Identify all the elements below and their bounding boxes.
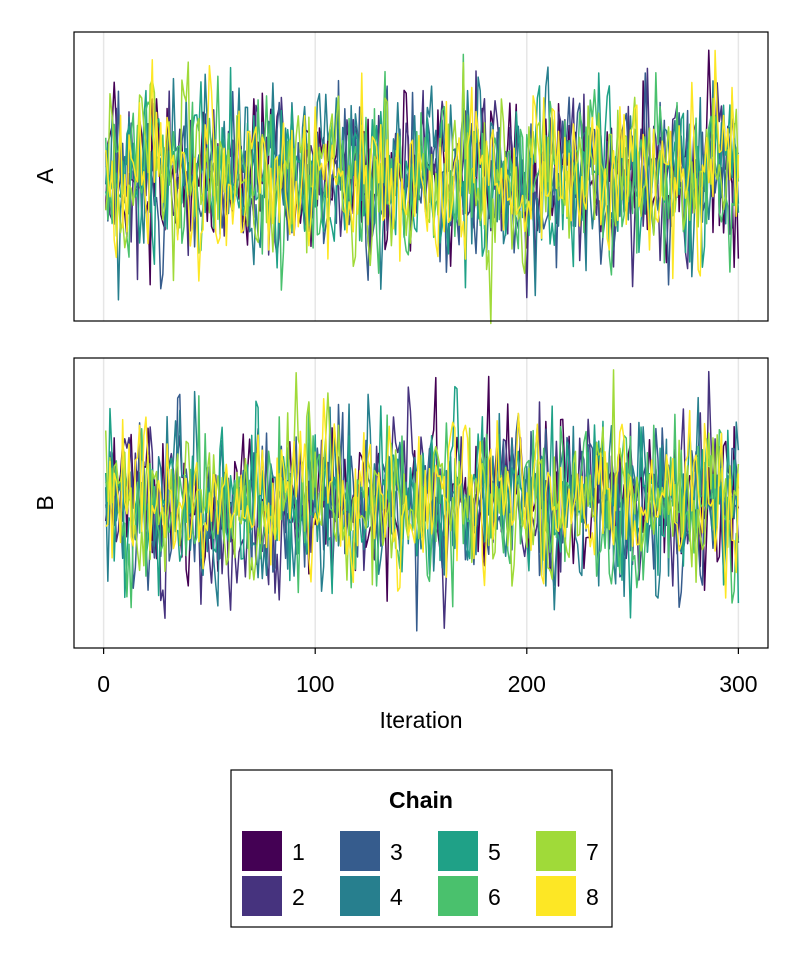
x-axis-label: Iteration — [379, 707, 462, 733]
x-tick-label-100: 100 — [296, 671, 334, 697]
panel-a-chain-6-trace — [104, 53, 740, 291]
panel-b-ylabel: B — [32, 495, 58, 510]
legend-swatch-2 — [242, 876, 282, 916]
x-tick-label-200: 200 — [508, 671, 546, 697]
panel-b-chain-7-trace — [104, 369, 740, 587]
legend-swatch-3 — [340, 831, 380, 871]
legend: Chain 1 2 3 4 5 6 7 8 — [230, 769, 613, 928]
panel-a-frame — [73, 31, 769, 322]
panel-a-chain-7-trace — [104, 61, 740, 325]
panel-b-traces — [104, 369, 740, 632]
panel-a: A — [32, 31, 769, 325]
legend-swatch-4 — [340, 876, 380, 916]
panel-a-traces — [104, 49, 740, 325]
legend-entries: 1 2 3 4 5 6 7 8 — [242, 831, 599, 916]
legend-swatch-8 — [536, 876, 576, 916]
legend-label-8: 8 — [586, 884, 599, 910]
x-tick-label-0: 0 — [97, 671, 110, 697]
legend-label-7: 7 — [586, 839, 599, 865]
x-axis: 0 100 200 300 — [97, 648, 758, 697]
legend-swatch-1 — [242, 831, 282, 871]
legend-swatch-6 — [438, 876, 478, 916]
legend-label-2: 2 — [292, 884, 305, 910]
legend-label-4: 4 — [390, 884, 403, 910]
panel-a-chain-8-trace — [104, 49, 740, 282]
legend-swatch-7 — [536, 831, 576, 871]
x-tick-label-300: 300 — [719, 671, 757, 697]
legend-title: Chain — [389, 787, 453, 813]
legend-swatch-5 — [438, 831, 478, 871]
legend-label-5: 5 — [488, 839, 501, 865]
panel-b-chain-8-trace — [105, 398, 740, 599]
legend-label-1: 1 — [292, 839, 305, 865]
legend-label-6: 6 — [488, 884, 501, 910]
legend-label-3: 3 — [390, 839, 403, 865]
panel-b: B — [32, 357, 769, 649]
panel-b-frame — [73, 357, 769, 649]
panel-a-ylabel: A — [32, 168, 58, 184]
